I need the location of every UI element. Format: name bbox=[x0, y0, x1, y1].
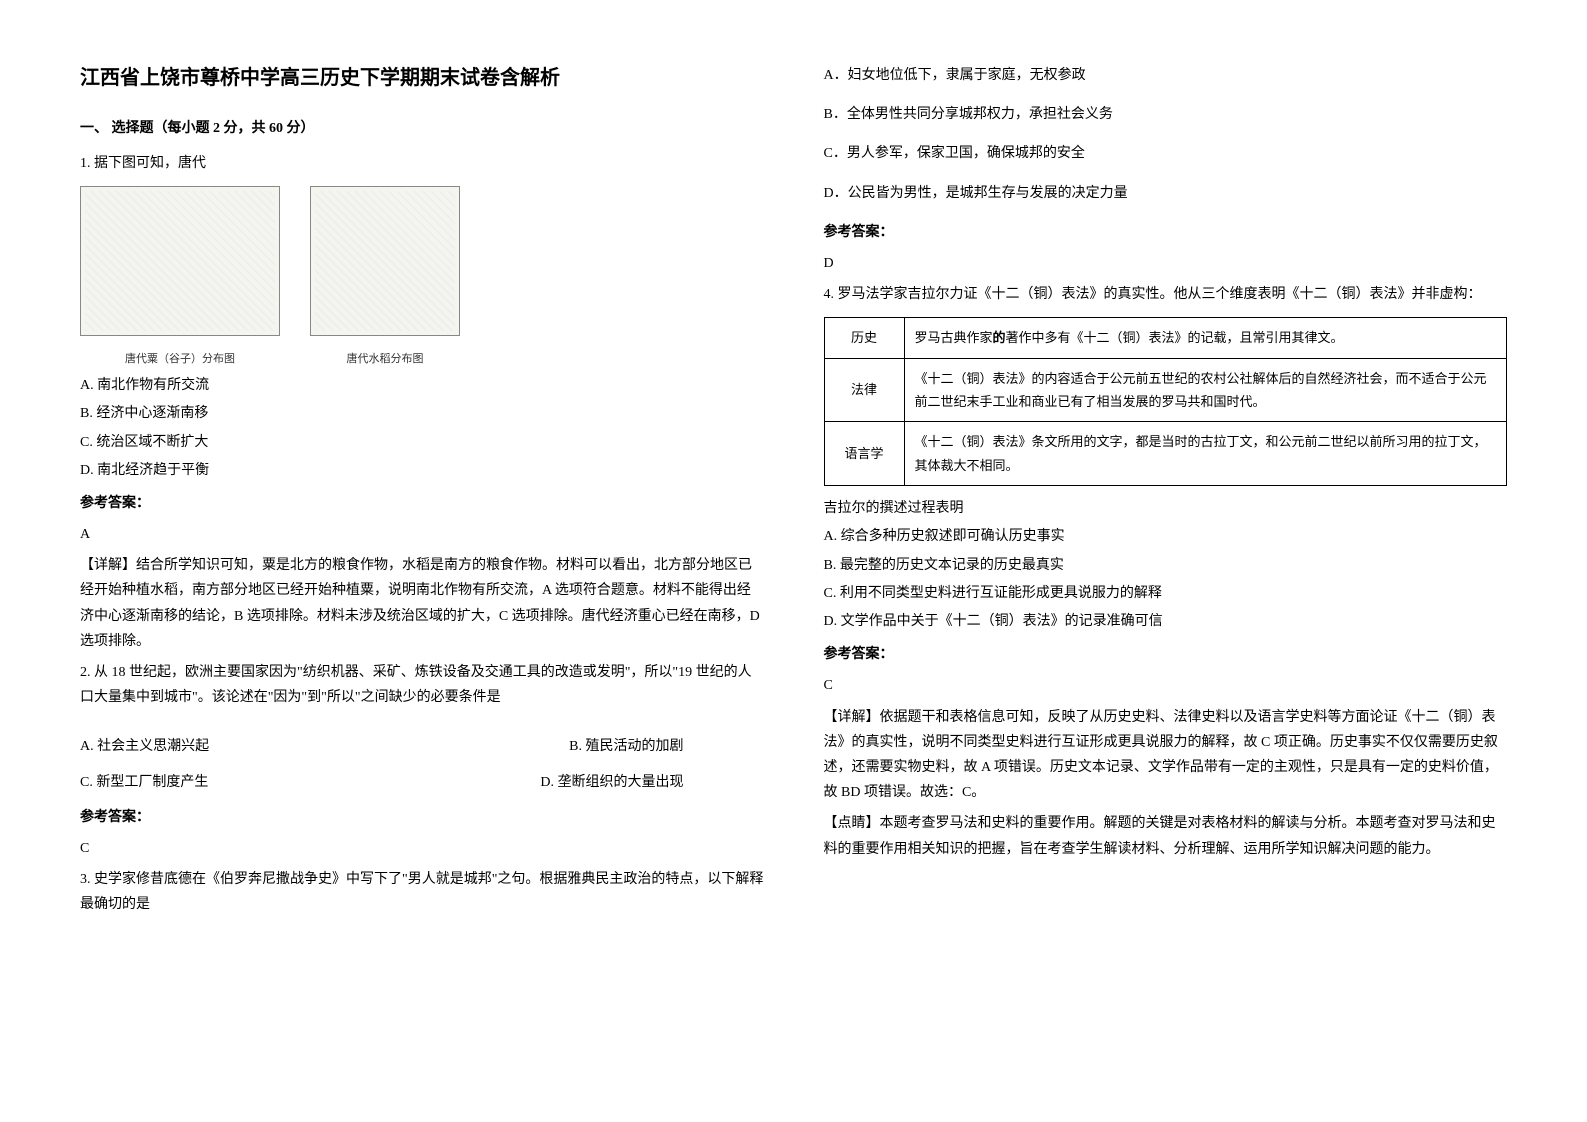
q3-option-d: D．公民皆为男性，是城邦生存与发展的决定力量 bbox=[824, 181, 1508, 206]
q1-explain: 【详解】结合所学知识可知，粟是北方的粮食作物，水稻是南方的粮食作物。材料可以看出… bbox=[80, 553, 764, 654]
section-header: 一、 选择题（每小题 2 分，共 60 分） bbox=[80, 116, 764, 141]
q3-option-b: B．全体男性共同分享城邦权力，承担社会义务 bbox=[824, 102, 1508, 127]
q2-answer-label: 参考答案： bbox=[80, 805, 764, 830]
map-graphic bbox=[315, 191, 455, 331]
q4-explain2: 【点睛】本题考查罗马法和史料的重要作用。解题的关键是对表格材料的解读与分析。本题… bbox=[824, 811, 1508, 861]
q2-option-b: B. 殖民活动的加剧 bbox=[569, 734, 683, 759]
q4-answer: C bbox=[824, 673, 1508, 698]
q1-option-a: A. 南北作物有所交流 bbox=[80, 373, 764, 398]
q1-map2-caption: 唐代水稻分布图 bbox=[310, 350, 460, 370]
table-row: 法律 《十二（铜）表法》的内容适合于公元前五世纪的农村公社解体后的自然经济社会，… bbox=[824, 358, 1507, 422]
table-val-history: 罗马古典作家的著作中多有《十二（铜）表法》的记载，且常引用其律文。 bbox=[904, 318, 1507, 358]
table-key-ling: 语言学 bbox=[824, 422, 904, 486]
q3-option-a: A．妇女地位低下，隶属于家庭，无权参政 bbox=[824, 63, 1508, 88]
q4-answer-label: 参考答案： bbox=[824, 642, 1508, 667]
q1-answer: A bbox=[80, 522, 764, 547]
q2-answer: C bbox=[80, 836, 764, 861]
q1-map1 bbox=[80, 186, 280, 336]
page-title: 江西省上饶市尊桥中学高三历史下学期期末试卷含解析 bbox=[80, 60, 764, 96]
q3-option-c: C．男人参军，保家卫国，确保城邦的安全 bbox=[824, 141, 1508, 166]
table-val-history-pre: 罗马古典作家 bbox=[915, 330, 993, 345]
table-val-history-post: 著作中多有《十二（铜）表法》的记载，且常引用其律文。 bbox=[1006, 330, 1344, 345]
q4-option-c: C. 利用不同类型史料进行互证能形成更具说服力的解释 bbox=[824, 581, 1508, 606]
table-val-law: 《十二（铜）表法》的内容适合于公元前五世纪的农村公社解体后的自然经济社会，而不适… bbox=[904, 358, 1507, 422]
q2-option-c: C. 新型工厂制度产生 bbox=[80, 770, 208, 795]
table-val-ling: 《十二（铜）表法》条文所用的文字，都是当时的古拉丁文，和公元前二世纪以前所习用的… bbox=[904, 422, 1507, 486]
q1-map1-caption: 唐代粟（谷子）分布图 bbox=[80, 350, 280, 370]
q4-table-caption: 吉拉尔的撰述过程表明 bbox=[824, 496, 1508, 521]
q4-option-b: B. 最完整的历史文本记录的历史最真实 bbox=[824, 553, 1508, 578]
q4-option-d: D. 文学作品中关于《十二（铜）表法》的记录准确可信 bbox=[824, 609, 1508, 634]
q4-option-a: A. 综合多种历史叙述即可确认历史事实 bbox=[824, 524, 1508, 549]
q4-table: 历史 罗马古典作家的著作中多有《十二（铜）表法》的记载，且常引用其律文。 法律 … bbox=[824, 317, 1508, 486]
q2-opts-row1: A. 社会主义思潮兴起 B. 殖民活动的加剧 bbox=[80, 734, 764, 759]
q3-answer: D bbox=[824, 251, 1508, 276]
q2-opts-row2: C. 新型工厂制度产生 D. 垄断组织的大量出现 bbox=[80, 770, 764, 795]
q1-map2-wrap bbox=[310, 186, 460, 336]
q1-image-row bbox=[80, 186, 764, 336]
q4-explain1: 【详解】依据题干和表格信息可知，反映了从历史史料、法律史料以及语言学史料等方面论… bbox=[824, 705, 1508, 806]
q3-stem: 3. 史学家修昔底德在《伯罗奔尼撒战争史》中写下了"男人就是城邦"之句。根据雅典… bbox=[80, 867, 764, 917]
table-key-history: 历史 bbox=[824, 318, 904, 358]
q4-stem: 4. 罗马法学家吉拉尔力证《十二（铜）表法》的真实性。他从三个维度表明《十二（铜… bbox=[824, 282, 1508, 307]
table-val-history-bold: 的 bbox=[993, 330, 1006, 345]
table-row: 语言学 《十二（铜）表法》条文所用的文字，都是当时的古拉丁文，和公元前二世纪以前… bbox=[824, 422, 1507, 486]
q2-option-a: A. 社会主义思潮兴起 bbox=[80, 734, 209, 759]
q2-option-d: D. 垄断组织的大量出现 bbox=[540, 770, 683, 795]
q1-map2 bbox=[310, 186, 460, 336]
table-row: 历史 罗马古典作家的著作中多有《十二（铜）表法》的记载，且常引用其律文。 bbox=[824, 318, 1507, 358]
q1-option-c: C. 统治区域不断扩大 bbox=[80, 430, 764, 455]
q2-stem: 2. 从 18 世纪起，欧洲主要国家因为"纺织机器、采矿、炼铁设备及交通工具的改… bbox=[80, 660, 764, 710]
q1-answer-label: 参考答案： bbox=[80, 491, 764, 516]
q3-answer-label: 参考答案： bbox=[824, 220, 1508, 245]
q1-option-b: B. 经济中心逐渐南移 bbox=[80, 401, 764, 426]
q1-stem: 1. 据下图可知，唐代 bbox=[80, 151, 764, 176]
q1-caption-row: 唐代粟（谷子）分布图 唐代水稻分布图 bbox=[80, 346, 764, 370]
q1-map1-wrap bbox=[80, 186, 280, 336]
map-graphic bbox=[85, 191, 275, 331]
right-column: A．妇女地位低下，隶属于家庭，无权参政 B．全体男性共同分享城邦权力，承担社会义… bbox=[794, 60, 1538, 1062]
q1-option-d: D. 南北经济趋于平衡 bbox=[80, 458, 764, 483]
table-key-law: 法律 bbox=[824, 358, 904, 422]
left-column: 江西省上饶市尊桥中学高三历史下学期期末试卷含解析 一、 选择题（每小题 2 分，… bbox=[50, 60, 794, 1062]
